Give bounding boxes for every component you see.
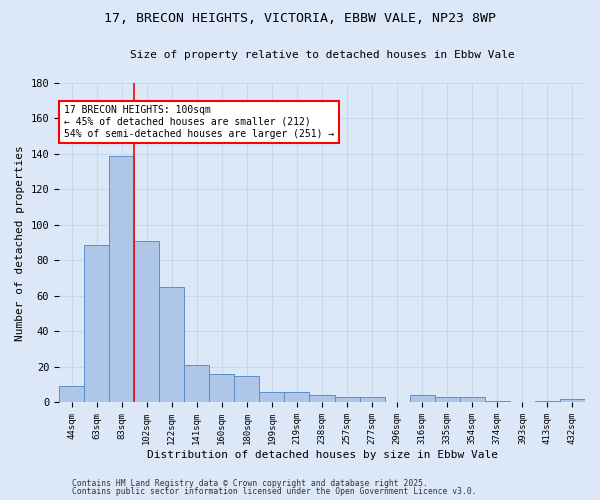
- Bar: [485, 400, 510, 402]
- Text: 17 BRECON HEIGHTS: 100sqm
← 45% of detached houses are smaller (212)
54% of semi: 17 BRECON HEIGHTS: 100sqm ← 45% of detac…: [64, 106, 335, 138]
- Bar: [259, 392, 284, 402]
- Bar: [284, 392, 310, 402]
- Title: Size of property relative to detached houses in Ebbw Vale: Size of property relative to detached ho…: [130, 50, 514, 60]
- Bar: [359, 397, 385, 402]
- Bar: [560, 399, 585, 402]
- Bar: [335, 397, 359, 402]
- Text: Contains HM Land Registry data © Crown copyright and database right 2025.: Contains HM Land Registry data © Crown c…: [72, 478, 428, 488]
- Bar: [209, 374, 235, 402]
- Text: Contains public sector information licensed under the Open Government Licence v3: Contains public sector information licen…: [72, 487, 476, 496]
- Bar: [460, 397, 485, 402]
- Bar: [310, 396, 335, 402]
- Bar: [184, 365, 209, 403]
- Bar: [159, 287, 184, 403]
- Bar: [235, 376, 259, 402]
- X-axis label: Distribution of detached houses by size in Ebbw Vale: Distribution of detached houses by size …: [146, 450, 497, 460]
- Bar: [109, 156, 134, 402]
- Y-axis label: Number of detached properties: Number of detached properties: [15, 145, 25, 340]
- Bar: [59, 386, 84, 402]
- Bar: [84, 244, 109, 402]
- Bar: [410, 396, 435, 402]
- Bar: [134, 241, 159, 402]
- Bar: [435, 397, 460, 402]
- Text: 17, BRECON HEIGHTS, VICTORIA, EBBW VALE, NP23 8WP: 17, BRECON HEIGHTS, VICTORIA, EBBW VALE,…: [104, 12, 496, 26]
- Bar: [535, 400, 560, 402]
